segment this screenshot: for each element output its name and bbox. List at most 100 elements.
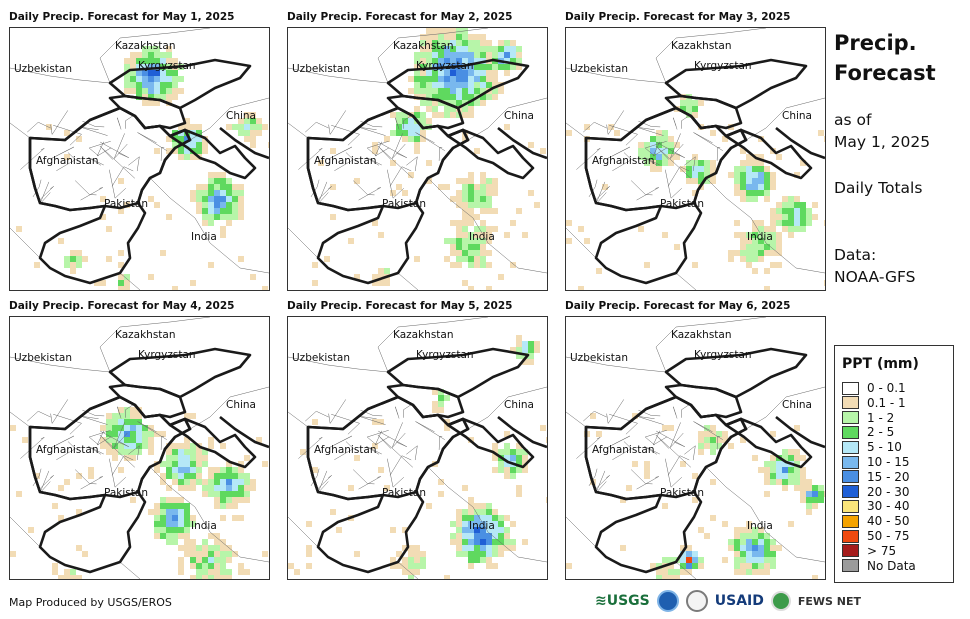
legend-item: 0.1 - 1 (842, 396, 906, 410)
precip-cells (312, 28, 546, 290)
legend-item: 1 - 2 (842, 411, 894, 425)
precip-cells (10, 407, 268, 579)
precip-cells (288, 335, 547, 579)
country-label-uzbekistan: Uzbekistan (570, 63, 628, 75)
legend-item: 0 - 0.1 (842, 381, 906, 395)
title-line-2: Forecast (834, 61, 936, 85)
legend-label: 0.1 - 1 (867, 395, 906, 410)
country-label-kazakhstan: Kazakhstan (393, 40, 454, 52)
country-label-afghanistan: Afghanistan (592, 444, 655, 456)
precip-map: Kazakhstan Uzbekistan Kyrgyzstan China Afgha… (9, 27, 270, 291)
legend-item: 5 - 10 (842, 440, 902, 454)
panel-title: Daily Precip. Forecast for May 3, 2025 (565, 11, 791, 23)
country-label-india: India (469, 520, 495, 532)
district-lines (10, 317, 269, 579)
country-label-india: India (191, 231, 217, 243)
precip-map: Kazakhstan Uzbekistan Kyrgyzstan China Afgha… (287, 27, 548, 291)
legend-label: 5 - 10 (867, 440, 902, 455)
country-label-china: China (782, 110, 812, 122)
legend-label: 2 - 5 (867, 425, 895, 440)
country-label-pakistan: Pakistan (382, 487, 426, 499)
legend-swatch (842, 485, 859, 499)
legend-swatch (842, 455, 859, 469)
legend-label: 40 - 50 (867, 514, 910, 529)
legend-item: 50 - 75 (842, 529, 910, 543)
legend-swatch (842, 396, 859, 410)
district-lines (566, 317, 825, 579)
country-label-pakistan: Pakistan (660, 487, 704, 499)
legend-label: 15 - 20 (867, 469, 910, 484)
legend-label: No Data (867, 558, 916, 573)
country-borders (306, 347, 547, 574)
forecast-date: May 1, 2025 (834, 133, 931, 151)
precip-cells (566, 413, 825, 579)
legend-swatch (842, 425, 859, 439)
legend-label: 30 - 40 (867, 499, 910, 514)
noaa-logo-icon (656, 590, 679, 612)
country-label-kazakhstan: Kazakhstan (115, 40, 176, 52)
country-label-india: India (469, 231, 495, 243)
district-lines (288, 28, 547, 290)
title-line-1: Precip. (834, 31, 917, 55)
as-of-label: as of (834, 111, 872, 129)
legend-swatch (842, 499, 859, 513)
legend-item: No Data (842, 559, 916, 573)
legend-swatch (842, 440, 859, 454)
legend-item: 30 - 40 (842, 499, 910, 513)
legend-swatch (842, 381, 859, 395)
data-label: Data: (834, 246, 877, 264)
district-lines (566, 28, 825, 290)
data-source: NOAA-GFS (834, 268, 916, 286)
panel-title: Daily Precip. Forecast for May 2, 2025 (287, 11, 513, 23)
precip-map: Kazakhstan Uzbekistan Kyrgyzstan China Afgha… (9, 316, 270, 580)
legend-item: 20 - 30 (842, 485, 910, 499)
country-label-china: China (782, 399, 812, 411)
legend-label: 1 - 2 (867, 410, 895, 425)
district-lines (288, 317, 547, 579)
country-label-pakistan: Pakistan (660, 198, 704, 210)
legend-item: 10 - 15 (842, 455, 910, 469)
country-label-india: India (747, 231, 773, 243)
country-label-china: China (226, 110, 256, 122)
country-label-kyrgyzstan: Kyrgyzstan (694, 349, 752, 361)
country-label-pakistan: Pakistan (382, 198, 426, 210)
country-label-afghanistan: Afghanistan (36, 155, 99, 167)
usgs-logo: ≋USGS (595, 593, 650, 609)
legend-label: 50 - 75 (867, 529, 910, 543)
country-label-uzbekistan: Uzbekistan (292, 63, 350, 75)
country-label-kyrgyzstan: Kyrgyzstan (416, 349, 474, 361)
panel-title: Daily Precip. Forecast for May 4, 2025 (9, 300, 235, 312)
precip-map-canvas: Kazakhstan Uzbekistan Kyrgyzstan China Afgha… (566, 28, 825, 290)
country-label-uzbekistan: Uzbekistan (14, 63, 72, 75)
country-label-china: China (504, 110, 534, 122)
country-borders (28, 347, 269, 574)
country-label-india: India (747, 520, 773, 532)
country-label-india: India (191, 520, 217, 532)
usaid-logo: USAID (714, 593, 764, 609)
country-label-uzbekistan: Uzbekistan (570, 352, 628, 364)
country-label-afghanistan: Afghanistan (314, 155, 377, 167)
legend-swatch (842, 514, 859, 528)
country-label-kyrgyzstan: Kyrgyzstan (416, 60, 474, 72)
country-borders (28, 58, 269, 285)
country-label-kazakhstan: Kazakhstan (671, 329, 732, 341)
totals-label: Daily Totals (834, 179, 923, 197)
country-label-china: China (226, 399, 256, 411)
panel-title: Daily Precip. Forecast for May 5, 2025 (287, 300, 513, 312)
legend-item: > 75 (842, 544, 896, 558)
country-label-afghanistan: Afghanistan (314, 444, 377, 456)
country-label-kazakhstan: Kazakhstan (393, 329, 454, 341)
district-lines (10, 28, 269, 290)
legend-item: 2 - 5 (842, 425, 894, 439)
country-label-kyrgyzstan: Kyrgyzstan (138, 60, 196, 72)
country-label-uzbekistan: Uzbekistan (14, 352, 72, 364)
precip-map: Kazakhstan Uzbekistan Kyrgyzstan China Afgha… (565, 27, 826, 291)
country-label-pakistan: Pakistan (104, 198, 148, 210)
seal-logo-icon (685, 590, 708, 612)
legend-label: 20 - 30 (867, 484, 910, 499)
fews-globe-icon (770, 591, 791, 611)
legend-swatch (842, 544, 859, 558)
sidebar-title: Precip. Forecast (834, 28, 936, 88)
panel-title: Daily Precip. Forecast for May 6, 2025 (565, 300, 791, 312)
